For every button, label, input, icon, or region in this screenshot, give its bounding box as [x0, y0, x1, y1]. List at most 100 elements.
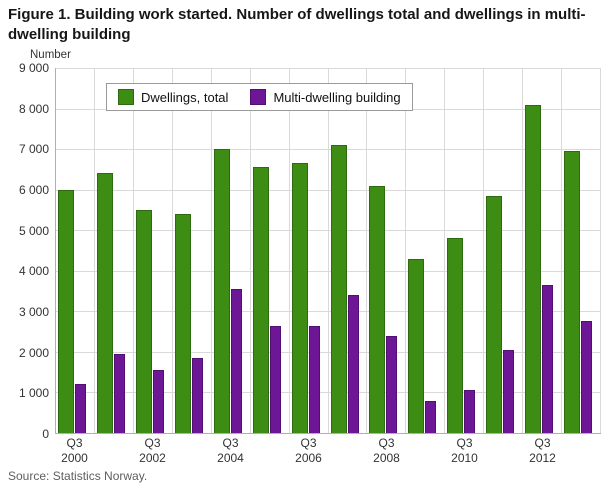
bar-group-2007 — [329, 68, 368, 433]
y-tick-label: 8 000 — [18, 101, 49, 116]
y-tick-label: 4 000 — [18, 264, 49, 279]
v-gridline — [444, 68, 446, 433]
x-tick-year: 2004 — [217, 451, 244, 465]
v-gridline — [600, 68, 601, 433]
y-tick-label: 6 000 — [18, 183, 49, 197]
x-tick-quarter: Q3 — [144, 436, 161, 450]
v-gridline — [249, 68, 251, 433]
bar-dwellings-total-2003 — [174, 214, 191, 433]
bar-group-2003 — [173, 68, 212, 433]
x-tick-quarter: Q3 — [378, 436, 395, 450]
bar-multi-dwelling-2012 — [542, 284, 554, 433]
y-axis-title: Number — [30, 49, 71, 61]
bar-group-2001 — [95, 68, 134, 433]
h-gridline — [56, 149, 601, 151]
bar-dwellings-total-2007 — [330, 145, 347, 433]
bar-dwellings-total-2002 — [135, 209, 152, 433]
y-tick-label: 3 000 — [18, 305, 49, 319]
x-tick-quarter: Q3 — [534, 436, 551, 450]
v-gridline — [171, 68, 173, 433]
x-tick-label: Q3 2012 — [529, 436, 556, 466]
bar-multi-dwelling-2009 — [425, 400, 437, 433]
bar-multi-dwelling-2007 — [347, 295, 359, 433]
x-tick-label: Q3 2004 — [217, 436, 244, 466]
x-tick-label: Q3 2008 — [373, 436, 400, 466]
x-tick-label: Q3 2002 — [139, 436, 166, 466]
bar-group-2002 — [134, 68, 173, 433]
bar-dwellings-total-2013 — [564, 151, 581, 433]
h-gridline — [56, 392, 601, 394]
bar-group-2000 — [56, 68, 95, 433]
h-gridline — [56, 270, 601, 272]
y-tick-label: 0 — [42, 427, 49, 441]
y-tick-label: 7 000 — [18, 142, 49, 157]
v-gridline — [210, 68, 212, 433]
y-axis: 0 1 000 2 000 3 000 4 000 5 000 6 000 7 000 8 00… — [0, 61, 49, 441]
bar-group-2004 — [212, 68, 251, 433]
bar-multi-dwelling-2011 — [503, 349, 515, 433]
bar-group-2012 — [523, 68, 562, 433]
legend-label: Multi-dwelling building — [273, 89, 401, 105]
y-tick-label: 2 000 — [18, 345, 49, 360]
bar-group-2010 — [445, 68, 484, 433]
x-tick-year: 2012 — [529, 451, 556, 465]
bar-dwellings-total-2010 — [447, 238, 464, 433]
x-tick-quarter: Q3 — [300, 436, 317, 450]
x-tick-label: Q3 2000 — [61, 436, 88, 466]
plot-area: Dwellings, total Multi-dwelling building — [55, 68, 601, 434]
h-gridline — [56, 68, 601, 69]
v-gridline — [288, 68, 290, 433]
x-tick-year: 2010 — [451, 451, 478, 465]
v-gridline — [327, 68, 329, 433]
legend-swatch-icon — [118, 89, 134, 105]
bar-dwellings-total-2001 — [96, 173, 113, 433]
x-tick-year: 2000 — [61, 451, 88, 465]
x-tick-quarter: Q3 — [222, 436, 239, 450]
h-gridline — [56, 311, 601, 313]
legend-label: Dwellings, total — [141, 89, 229, 105]
x-tick-quarter: Q3 — [456, 436, 473, 450]
y-tick-label: 9 000 — [18, 61, 49, 75]
v-gridline — [132, 68, 134, 433]
bar-multi-dwelling-2001 — [113, 353, 125, 433]
bar-multi-dwelling-2000 — [75, 384, 86, 433]
v-gridline — [522, 68, 524, 433]
bar-dwellings-total-2009 — [408, 258, 425, 433]
chart-title: Figure 1. Building work started. Number … — [8, 6, 586, 43]
v-gridline — [366, 68, 368, 433]
bar-dwellings-total-2006 — [291, 163, 308, 433]
h-gridline — [56, 230, 601, 232]
bar-multi-dwelling-2013 — [581, 321, 593, 433]
bar-group-2005 — [251, 68, 290, 433]
bar-multi-dwelling-2003 — [191, 357, 203, 433]
y-tick-label: 1 000 — [18, 386, 49, 401]
bar-multi-dwelling-2002 — [152, 370, 164, 433]
bar-dwellings-total-2012 — [525, 104, 542, 433]
legend: Dwellings, total Multi-dwelling building — [106, 83, 413, 111]
x-tick-year: 2002 — [139, 451, 166, 465]
bar-multi-dwelling-2004 — [230, 289, 242, 433]
bar-multi-dwelling-2010 — [464, 390, 476, 433]
x-tick-label: Q3 2010 — [451, 436, 478, 466]
legend-swatch-icon — [250, 89, 267, 105]
bar-group-2006 — [290, 68, 329, 433]
source-note: Source: Statistics Norway. — [8, 469, 148, 483]
h-gridline — [56, 189, 601, 191]
bar-group-2008 — [367, 68, 406, 433]
v-gridline — [405, 68, 407, 433]
v-gridline — [561, 68, 563, 433]
v-gridline — [93, 68, 95, 433]
legend-item: Multi-dwelling building — [250, 89, 401, 105]
bar-dwellings-total-2011 — [486, 195, 503, 433]
bar-dwellings-total-2004 — [213, 149, 230, 433]
h-gridline — [56, 351, 601, 353]
bar-group-2009 — [406, 68, 445, 433]
x-tick-year: 2006 — [295, 451, 322, 465]
bar-dwellings-total-2005 — [252, 167, 269, 433]
bar-multi-dwelling-2008 — [386, 335, 398, 433]
v-gridline — [483, 68, 485, 433]
x-tick-label: Q3 2006 — [295, 436, 322, 466]
bar-multi-dwelling-2005 — [269, 325, 281, 433]
bar-group-2013 — [562, 68, 601, 433]
